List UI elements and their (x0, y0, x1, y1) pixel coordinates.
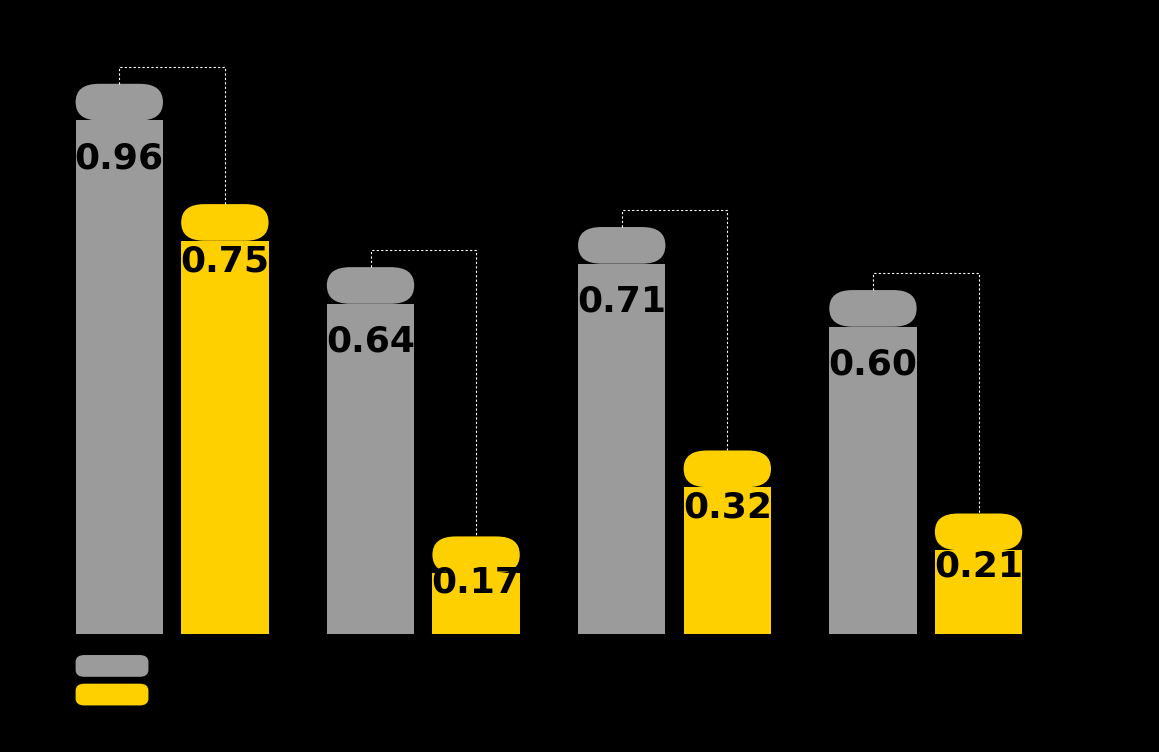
Text: 0.32: 0.32 (683, 490, 772, 525)
Bar (75, 120, 163, 634)
FancyBboxPatch shape (181, 204, 269, 241)
Bar (432, 573, 519, 634)
Text: 0.17: 0.17 (431, 566, 520, 599)
Text: 0.64: 0.64 (326, 324, 415, 359)
FancyBboxPatch shape (578, 227, 665, 264)
Bar (327, 304, 414, 634)
FancyBboxPatch shape (829, 290, 917, 326)
Text: 0.71: 0.71 (577, 284, 666, 318)
FancyBboxPatch shape (935, 514, 1022, 550)
Text: 0.60: 0.60 (829, 347, 918, 381)
FancyBboxPatch shape (75, 684, 148, 705)
FancyBboxPatch shape (327, 267, 414, 304)
Text: 0.21: 0.21 (934, 550, 1023, 584)
Bar (578, 264, 665, 634)
FancyBboxPatch shape (684, 450, 771, 487)
FancyBboxPatch shape (75, 655, 148, 677)
Bar (829, 326, 917, 634)
Text: 0.75: 0.75 (181, 244, 269, 278)
Bar (684, 487, 771, 634)
FancyBboxPatch shape (75, 83, 163, 120)
Text: 0.96: 0.96 (74, 141, 163, 175)
Bar (181, 241, 269, 634)
Bar (935, 550, 1022, 634)
FancyBboxPatch shape (432, 536, 519, 573)
